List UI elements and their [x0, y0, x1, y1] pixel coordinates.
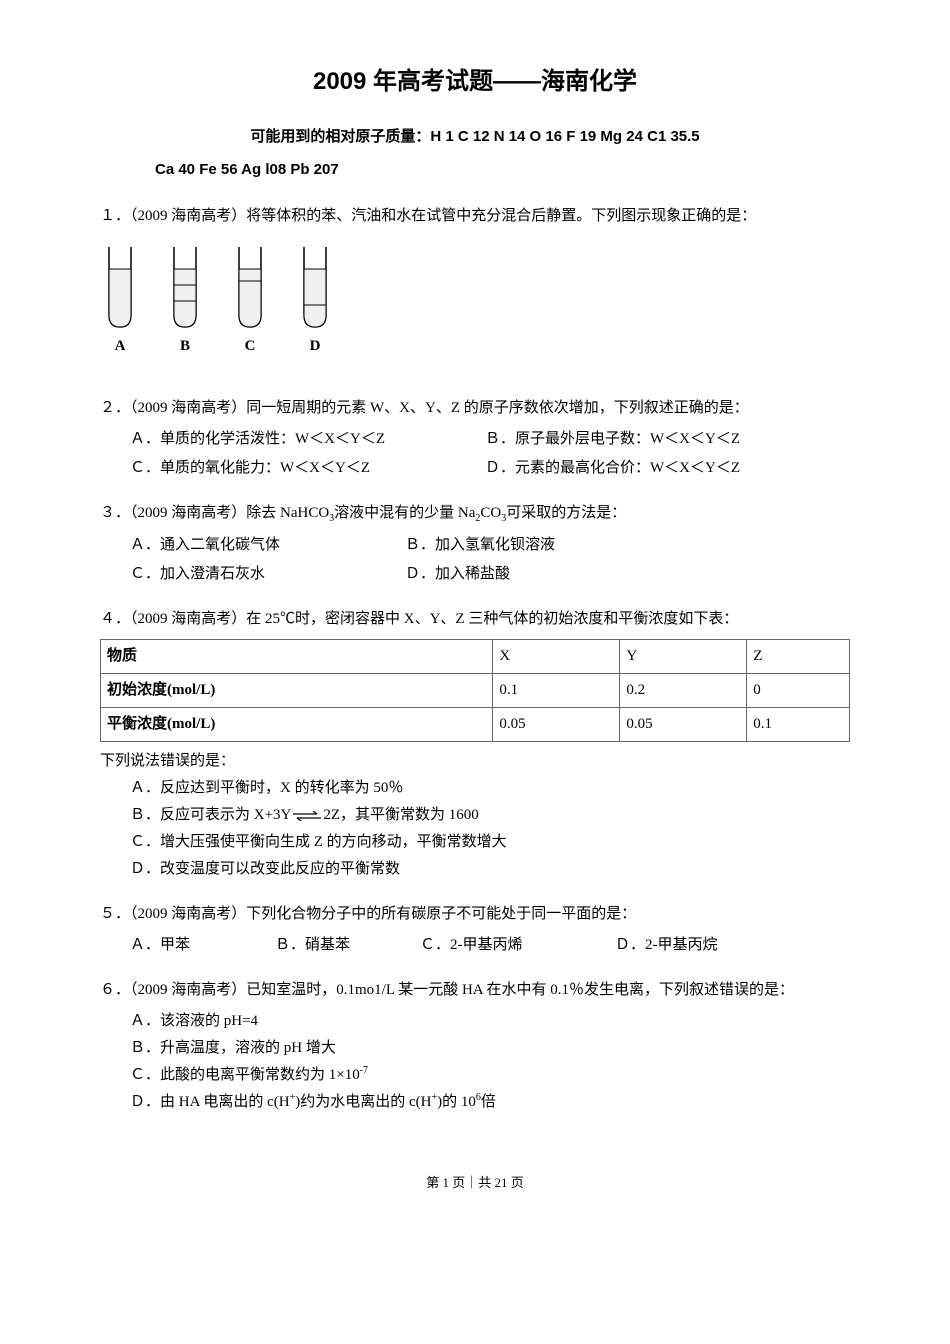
page-footer: 第 1 页｜共 21 页 — [100, 1171, 850, 1194]
tube-b-label: B — [180, 333, 190, 360]
tube-b-svg — [170, 245, 200, 331]
table-row: 初始浓度(mol/L) 0.1 0.2 0 — [101, 674, 850, 708]
q5-opt-c: Ｃ．2-甲基丙烯 — [420, 932, 600, 959]
table-header-row: 物质 X Y Z — [101, 640, 850, 674]
table-row: 平衡浓度(mol/L) 0.05 0.05 0.1 — [101, 708, 850, 742]
q4-opt-b-suf: 2Z，其平衡常数为 1600 — [323, 807, 478, 823]
q6-opt-d: Ｄ．由 HA 电离出的 c(H+)约为水电离出的 c(H+)的 106倍 — [130, 1089, 850, 1116]
td-initial-z: 0 — [747, 674, 850, 708]
td-eq-y: 0.05 — [620, 708, 747, 742]
q4-opt-a: Ａ．反应达到平衡时，X 的转化率为 50％ — [130, 775, 850, 802]
q1-diagrams: A B C D — [105, 245, 850, 360]
q6-opt-d-4: 倍 — [481, 1094, 496, 1110]
q3-text-3: CO — [480, 505, 501, 521]
q4-after: 下列说法错误的是： — [100, 748, 850, 775]
tube-c: C — [235, 245, 265, 360]
q6-opt-b: Ｂ．升高温度，溶液的 pH 增大 — [130, 1035, 850, 1062]
q3-text-1: ３．（2009 海南高考）除去 NaHCO — [100, 505, 329, 521]
q4-opt-b: Ｂ．反应可表示为 X+3Y 2Z，其平衡常数为 1600 — [130, 802, 850, 829]
equilibrium-arrow-icon — [291, 811, 323, 821]
q3-opt-d: Ｄ．加入稀盐酸 — [405, 561, 510, 588]
q5-opt-d: Ｄ．2-甲基丙烷 — [615, 932, 718, 959]
q3-text-4: 可采取的方法是： — [506, 505, 626, 521]
th-z: Z — [747, 640, 850, 674]
td-initial-label: 初始浓度(mol/L) — [101, 674, 493, 708]
tube-b: B — [170, 245, 200, 360]
q3-text-2: 溶液中混有的少量 Na — [334, 505, 475, 521]
q6-opt-c-sup: -7 — [360, 1065, 368, 1076]
question-5: ５．（2009 海南高考）下列化合物分子中的所有碳原子不可能处于同一平面的是： … — [100, 901, 850, 959]
q6-intro: ６．（2009 海南高考）已知室温时，0.1mo1/L 某一元酸 HA 在水中有… — [100, 977, 850, 1004]
q2-intro: ２．（2009 海南高考）同一短周期的元素 W、X、Y、Z 的原子序数依次增加，… — [100, 395, 850, 422]
page-title: 2009 年高考试题——海南化学 — [100, 60, 850, 103]
q1-intro: １．（2009 海南高考）将等体积的苯、汽油和水在试管中充分混合后静置。下列图示… — [100, 203, 850, 230]
q6-opt-d-2: )约为水电离出的 c(H — [295, 1094, 431, 1110]
th-substance: 物质 — [101, 640, 493, 674]
td-eq-label: 平衡浓度(mol/L) — [101, 708, 493, 742]
th-x: X — [493, 640, 620, 674]
q4-table: 物质 X Y Z 初始浓度(mol/L) 0.1 0.2 0 平衡浓度(mol/… — [100, 639, 850, 742]
td-eq-x: 0.05 — [493, 708, 620, 742]
q4-opt-c: Ｃ．增大压强使平衡向生成 Z 的方向移动，平衡常数增大 — [130, 829, 850, 856]
tube-d: D — [300, 245, 330, 360]
q3-intro: ３．（2009 海南高考）除去 NaHCO3溶液中混有的少量 Na2CO3可采取… — [100, 500, 850, 528]
q2-opt-c: Ｃ．单质的氧化能力：W＜X＜Y＜Z — [130, 455, 470, 482]
atomic-mass-line-2: Ca 40 Fe 56 Ag l08 Pb 207 — [155, 156, 850, 183]
q6-opt-c-pre: Ｃ．此酸的电离平衡常数约为 1×10 — [130, 1067, 360, 1083]
q5-opt-b: Ｂ．硝基苯 — [275, 932, 405, 959]
td-initial-x: 0.1 — [493, 674, 620, 708]
atomic-mass-line-1: 可能用到的相对原子质量：H 1 C 12 N 14 O 16 F 19 Mg 2… — [100, 123, 850, 150]
q2-opt-d: Ｄ．元素的最高化合价：W＜X＜Y＜Z — [485, 455, 740, 482]
tube-a-label: A — [115, 333, 126, 360]
q6-opt-c: Ｃ．此酸的电离平衡常数约为 1×10-7 — [130, 1062, 850, 1089]
q5-intro: ５．（2009 海南高考）下列化合物分子中的所有碳原子不可能处于同一平面的是： — [100, 901, 850, 928]
q3-opt-c: Ｃ．加入澄清石灰水 — [130, 561, 390, 588]
tube-a-svg — [105, 245, 135, 331]
tube-a: A — [105, 245, 135, 360]
q2-opt-b: Ｂ．原子最外层电子数：W＜X＜Y＜Z — [485, 426, 740, 453]
tube-d-label: D — [310, 333, 321, 360]
tube-c-svg — [235, 245, 265, 331]
question-2: ２．（2009 海南高考）同一短周期的元素 W、X、Y、Z 的原子序数依次增加，… — [100, 395, 850, 482]
q6-opt-a: Ａ．该溶液的 pH=4 — [130, 1008, 850, 1035]
q2-opt-a: Ａ．单质的化学活泼性：W＜X＜Y＜Z — [130, 426, 470, 453]
question-3: ３．（2009 海南高考）除去 NaHCO3溶液中混有的少量 Na2CO3可采取… — [100, 500, 850, 588]
q3-opt-b: Ｂ．加入氢氧化钡溶液 — [405, 532, 555, 559]
tube-d-svg — [300, 245, 330, 331]
q4-intro: ４．（2009 海南高考）在 25℃时，密闭容器中 X、Y、Z 三种气体的初始浓… — [100, 606, 850, 633]
q6-opt-d-1: Ｄ．由 HA 电离出的 c(H — [130, 1094, 290, 1110]
td-initial-y: 0.2 — [620, 674, 747, 708]
q4-opt-b-pre: Ｂ．反应可表示为 X+3Y — [130, 807, 291, 823]
td-eq-z: 0.1 — [747, 708, 850, 742]
tube-c-label: C — [245, 333, 256, 360]
q6-opt-d-3: )的 10 — [437, 1094, 476, 1110]
question-1: １．（2009 海南高考）将等体积的苯、汽油和水在试管中充分混合后静置。下列图示… — [100, 203, 850, 360]
q5-opt-a: Ａ．甲苯 — [130, 932, 260, 959]
question-6: ６．（2009 海南高考）已知室温时，0.1mo1/L 某一元酸 HA 在水中有… — [100, 977, 850, 1116]
q3-opt-a: Ａ．通入二氧化碳气体 — [130, 532, 390, 559]
question-4: ４．（2009 海南高考）在 25℃时，密闭容器中 X、Y、Z 三种气体的初始浓… — [100, 606, 850, 883]
th-y: Y — [620, 640, 747, 674]
q4-opt-d: Ｄ．改变温度可以改变此反应的平衡常数 — [130, 856, 850, 883]
